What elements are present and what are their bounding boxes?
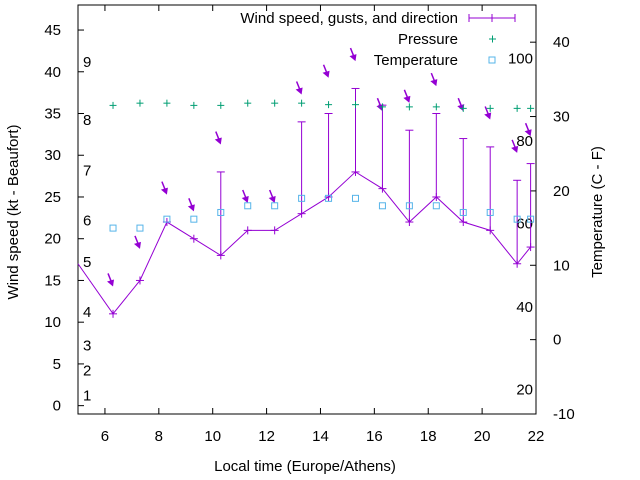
- wind-direction-arrowhead: [457, 104, 465, 112]
- x-tick-label: 18: [420, 428, 437, 445]
- y-tick-label: 35: [44, 106, 61, 123]
- x-tick-label: 16: [366, 428, 383, 445]
- y-axis-label: Wind speed (kt - Beaufort): [5, 124, 22, 299]
- wind-direction-arrowhead: [349, 54, 357, 62]
- temperature-point: [190, 215, 198, 223]
- wind-direction-arrowhead: [524, 129, 532, 137]
- temperature-point: [109, 224, 117, 232]
- temperature-point: [217, 208, 225, 216]
- wind-speed-line: [77, 171, 532, 315]
- wind-direction-arrowhead: [214, 137, 222, 145]
- fahrenheit-label: 80: [516, 133, 533, 150]
- temperature-point: [405, 202, 413, 210]
- beaufort-label: 1: [83, 388, 91, 405]
- wind-direction-arrowhead: [295, 87, 303, 95]
- temperature-point: [271, 202, 279, 210]
- temperature-point: [432, 202, 440, 210]
- wind-direction-arrowhead: [107, 279, 115, 287]
- x-tick-label: 10: [204, 428, 221, 445]
- temperature-point: [325, 194, 333, 202]
- wind-direction-arrowhead: [160, 187, 168, 195]
- y-tick-label: 10: [44, 314, 61, 331]
- wind-direction-arrowhead: [241, 195, 249, 203]
- x-tick-label: 8: [155, 428, 163, 445]
- wind-direction-arrowhead: [187, 204, 195, 212]
- beaufort-label: 6: [83, 212, 91, 229]
- beaufort-label: 3: [83, 338, 91, 355]
- beaufort-label: 5: [83, 254, 91, 271]
- x-tick-label: 12: [258, 428, 275, 445]
- x-axis-label: Local time (Europe/Athens): [214, 458, 396, 475]
- fahrenheit-label: 40: [516, 299, 533, 316]
- wind-direction-arrowhead: [268, 195, 276, 203]
- temperature-point: [163, 215, 171, 223]
- legend-label: Pressure: [398, 31, 458, 48]
- temperature-point: [351, 194, 359, 202]
- y2-tick-label: 40: [553, 34, 570, 51]
- tick-labels-group: 6 8 10 12 14 16 18 20 22051015202530354045-10010…: [44, 22, 574, 445]
- series-group: [77, 47, 535, 318]
- wind-direction-arrowhead: [484, 112, 492, 120]
- y2-tick-label: 0: [553, 332, 561, 349]
- x-tick-label: 14: [312, 428, 329, 445]
- plot-frame-group: [77, 4, 537, 415]
- beaufort-label: 8: [83, 112, 91, 129]
- legend-swatch: [488, 56, 496, 64]
- wind-direction-arrowhead: [430, 79, 438, 87]
- y-tick-label: 40: [44, 64, 61, 81]
- beaufort-label: 2: [83, 363, 91, 380]
- legend: Wind speed, gusts, and direction Pressure…: [240, 10, 516, 69]
- y-tick-label: 5: [53, 356, 61, 373]
- legend-label: Wind speed, gusts, and direction: [240, 10, 458, 27]
- temperature-point: [244, 202, 252, 210]
- beaufort-label: 9: [83, 54, 91, 71]
- temperature-point: [378, 202, 386, 210]
- wind-direction-arrowhead: [322, 70, 330, 78]
- y2-axis-label: Temperature (C - F): [589, 146, 606, 278]
- wind-direction-arrowhead: [376, 104, 384, 112]
- temperature-point: [459, 208, 467, 216]
- y-tick-label: 30: [44, 147, 61, 164]
- y-tick-label: 45: [44, 22, 61, 39]
- fahrenheit-label: 20: [516, 381, 533, 398]
- x-tick-label: 6: [101, 428, 109, 445]
- plot-border: [77, 4, 537, 415]
- x-tick-label: 20: [474, 428, 491, 445]
- temperature-point: [513, 215, 521, 223]
- temperature-point: [136, 224, 144, 232]
- temperature-point: [298, 194, 306, 202]
- y-tick-label: 25: [44, 189, 61, 206]
- y2-tick-label: 30: [553, 109, 570, 126]
- legend-label: Temperature: [374, 52, 458, 69]
- wind-direction-arrowhead: [511, 145, 519, 153]
- wind-direction-arrowhead: [403, 95, 411, 103]
- beaufort-label: 7: [83, 162, 91, 179]
- y-tick-label: 20: [44, 231, 61, 248]
- x-tick-label: 22: [528, 428, 545, 445]
- y2-tick-label: 10: [553, 257, 570, 274]
- temperature-point: [527, 215, 535, 223]
- y2-tick-label: -10: [553, 406, 575, 423]
- temperature-point: [486, 208, 494, 216]
- y2-tick-label: 20: [553, 183, 570, 200]
- wind-direction-arrowhead: [133, 241, 141, 249]
- y-tick-label: 15: [44, 272, 61, 289]
- beaufort-label: 4: [83, 304, 91, 321]
- y-tick-label: 0: [53, 398, 61, 415]
- fahrenheit-label: 100: [508, 51, 533, 68]
